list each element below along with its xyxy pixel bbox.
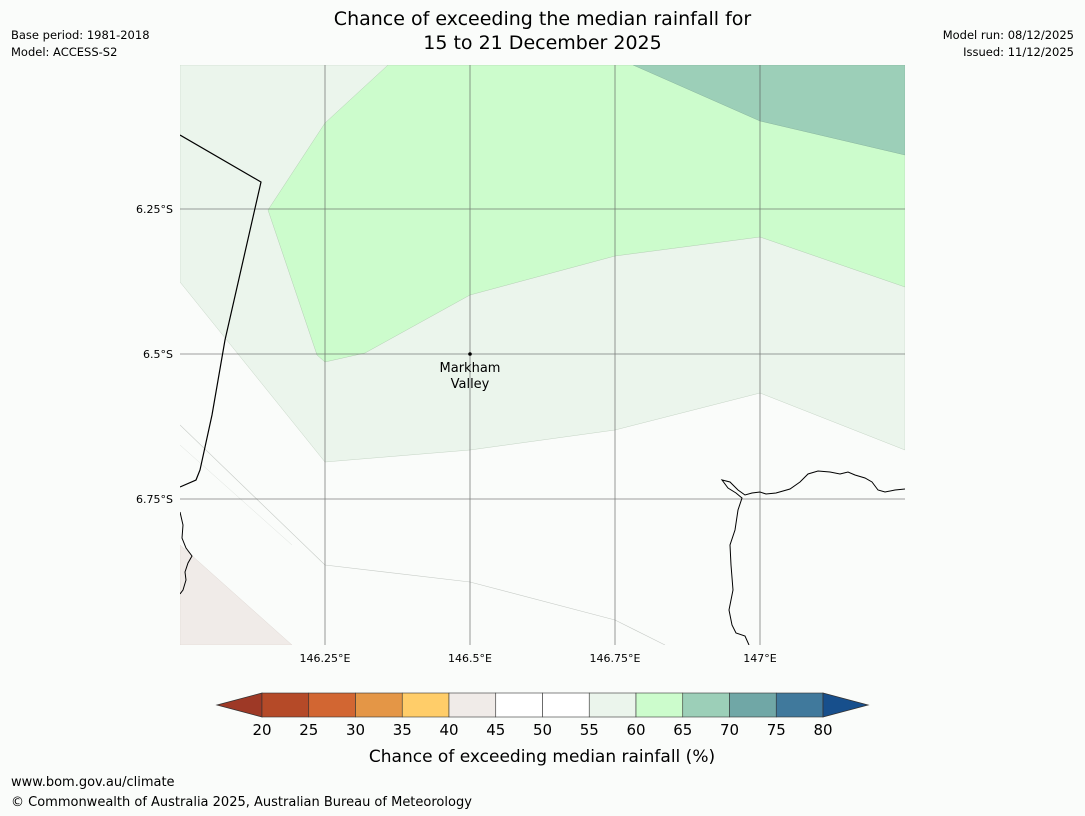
meta-left: Base period: 1981-2018 Model: ACCESS-S2 — [11, 27, 150, 61]
region-40-45 — [180, 544, 293, 645]
colorbar-segment — [308, 692, 356, 718]
lat-label: 6.75°S — [136, 493, 173, 506]
contour-line — [180, 444, 293, 546]
colorbar-segment — [495, 692, 543, 718]
colorbar-segments — [261, 692, 824, 718]
model-run: Model run: 08/12/2025 — [942, 28, 1074, 42]
colorbar-segment — [682, 692, 730, 718]
lat-label: 6.25°S — [136, 203, 173, 216]
place-label-line-2: Valley — [451, 377, 490, 392]
coastline-huon-gulf — [720, 470, 905, 645]
colorbar-tick-label: 20 — [252, 721, 271, 739]
issued-date: Issued: 11/12/2025 — [963, 45, 1074, 59]
colorbar-tick-label: 35 — [393, 721, 412, 739]
lon-label: 147°E — [743, 652, 776, 665]
lat-label: 6.5°S — [143, 348, 173, 361]
colorbar-segment — [448, 692, 497, 718]
colorbar: 20 25 30 35 40 45 50 55 60 65 70 75 80 Chance of exc… — [215, 692, 870, 767]
colorbar-tick-label: 25 — [299, 721, 318, 739]
region-70-75 — [632, 65, 905, 156]
colorbar-ticks: 20 25 30 35 40 45 50 55 60 65 70 75 80 — [252, 721, 832, 739]
province-boundary — [180, 134, 262, 488]
colorbar-segment — [542, 692, 590, 718]
title-line-1: Chance of exceeding the median rainfall … — [333, 8, 752, 30]
colorbar-segment — [401, 692, 450, 718]
colorbar-high-extend — [822, 692, 870, 718]
colorbar-tick-label: 70 — [720, 721, 739, 739]
axis-labels: 6.25°S 6.5°S 6.75°S 146.25°E 146.5°E 146… — [136, 203, 777, 665]
map-area: Markham Valley — [180, 65, 905, 645]
lon-label: 146.5°E — [448, 652, 492, 665]
colorbar-tick-label: 60 — [626, 721, 645, 739]
colorbar-segment — [729, 692, 777, 718]
colorbar-segment — [355, 692, 403, 718]
colorbar-segment — [635, 692, 684, 718]
chart-title: Chance of exceeding the median rainfall … — [0, 7, 1085, 55]
footer-url[interactable]: www.bom.gov.au/climate — [11, 775, 175, 790]
region-65-70 — [267, 65, 905, 363]
colorbar-segment — [261, 692, 310, 718]
colorbar-low-extend — [215, 692, 263, 718]
base-period: Base period: 1981-2018 — [11, 28, 150, 42]
meta-right: Model run: 08/12/2025 Issued: 11/12/2025 — [943, 27, 1074, 61]
colorbar-tick-label: 75 — [767, 721, 786, 739]
place-label-line-1: Markham — [440, 361, 501, 376]
place-marker — [468, 352, 472, 356]
colorbar-tick-label: 40 — [439, 721, 458, 739]
footer-copyright: © Commonwealth of Australia 2025, Austra… — [11, 795, 472, 810]
title-line-2: 15 to 21 December 2025 — [423, 32, 662, 54]
colorbar-tick-label: 80 — [813, 721, 832, 739]
colorbar-label: Chance of exceeding median rainfall (%) — [369, 747, 715, 767]
colorbar-tick-label: 30 — [346, 721, 365, 739]
model-name: Model: ACCESS-S2 — [11, 45, 118, 59]
colorbar-tick-label: 50 — [533, 721, 552, 739]
coastline-west — [180, 511, 193, 595]
colorbar-segment — [588, 692, 637, 718]
colorbar-tick-label: 45 — [486, 721, 505, 739]
colorbar-tick-label: 55 — [580, 721, 599, 739]
colorbar-tick-label: 65 — [673, 721, 692, 739]
colorbar-segment — [775, 692, 824, 718]
lon-label: 146.25°E — [300, 652, 351, 665]
lon-label: 146.75°E — [590, 652, 641, 665]
graticule — [180, 65, 905, 645]
